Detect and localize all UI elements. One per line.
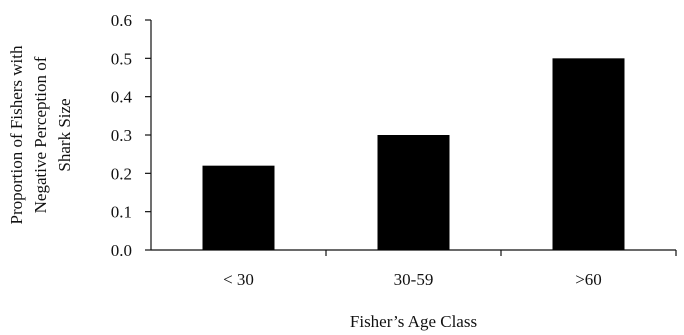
bar-1 <box>202 165 275 250</box>
x-category-label: 30-59 <box>394 270 434 289</box>
y-axis-title: Proportion of Fishers with Negative Perce… <box>7 45 74 224</box>
y-tick-label: 0.5 <box>111 49 132 68</box>
y-axis-title-line: Negative Perception of <box>31 56 50 213</box>
bar-2 <box>377 135 450 250</box>
y-tick-label: 0.4 <box>111 88 133 107</box>
x-axis-ticks <box>325 250 677 256</box>
y-tick-label: 0.3 <box>111 126 132 145</box>
bars <box>202 58 625 251</box>
x-axis-title: Fisher’s Age Class <box>350 312 477 331</box>
category-labels: < 30 30-59 >60 <box>223 270 602 289</box>
x-category-label: >60 <box>575 270 602 289</box>
x-category-label: < 30 <box>223 270 254 289</box>
bar-3 <box>552 58 625 251</box>
y-axis-ticks: 0.0 0.1 0.2 0.3 0.4 0.5 0.6 <box>111 11 151 260</box>
y-tick-label: 0.0 <box>111 241 132 260</box>
y-axis-title-line: Proportion of Fishers with <box>7 45 26 224</box>
y-tick-label: 0.2 <box>111 164 132 183</box>
y-tick-label: 0.1 <box>111 203 132 222</box>
y-tick-label: 0.6 <box>111 11 132 30</box>
y-axis-title-line: Shark Size <box>55 98 74 171</box>
